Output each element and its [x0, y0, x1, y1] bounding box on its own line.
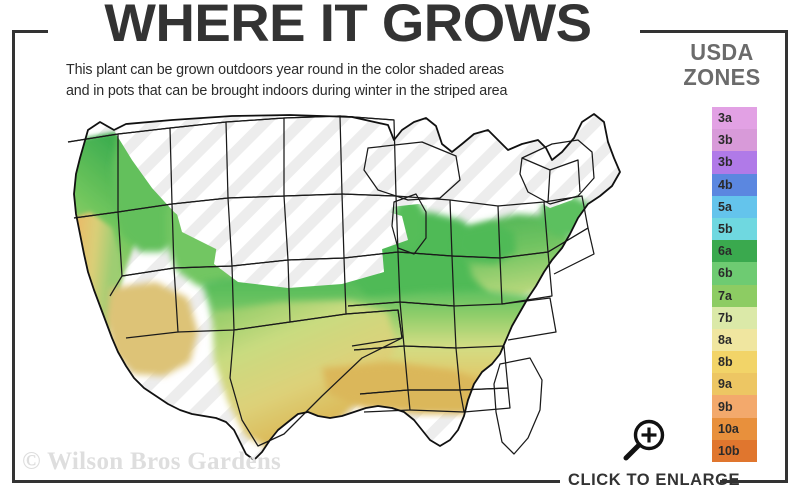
striped-upper-great-lakes — [366, 140, 464, 200]
legend-swatch-label: 8a — [718, 332, 732, 347]
legend-swatch-3b-2: 3b — [712, 151, 757, 174]
legend-swatch-label: 5b — [718, 222, 733, 237]
legend-swatch-label: 9a — [718, 377, 732, 392]
legend-swatch-label: 7b — [718, 310, 733, 325]
frame-top-left-edge — [12, 30, 48, 33]
legend-swatch-4b-3: 4b — [712, 173, 757, 196]
page-title: WHERE IT GROWS — [104, 0, 592, 53]
subtitle-line-1: This plant can be grown outdoors year ro… — [66, 62, 504, 78]
frame-left-edge — [12, 30, 15, 483]
frame-bottom-edge — [12, 480, 788, 483]
legend-swatch-9a-12: 9a — [712, 373, 757, 396]
magnifier-plus-icon[interactable] — [620, 418, 668, 464]
legend-swatch-label: 10a — [718, 421, 739, 436]
legend-swatch-label: 9b — [718, 399, 733, 414]
legend-swatch-10a-14: 10a — [712, 417, 757, 440]
region-desert-southwest — [106, 282, 198, 376]
legend-swatch-3b-1: 3b — [712, 129, 757, 152]
legend-swatch-label: 3a — [718, 111, 732, 126]
frame-top-right-edge — [640, 30, 788, 33]
legend-title: USDA ZONES — [663, 40, 781, 90]
legend-swatch-7a-8: 7a — [712, 284, 757, 307]
legend-swatch-8a-10: 8a — [712, 328, 757, 352]
legend-swatch-6b-7: 6b — [712, 262, 757, 285]
map-striped-overlay — [108, 114, 598, 288]
legend-swatch-5b-5: 5b — [712, 217, 757, 241]
legend-swatch-6a-6: 6a — [712, 240, 757, 263]
subtitle-line-2: and in pots that can be brought indoors … — [66, 83, 508, 99]
click-to-enlarge-label[interactable]: CLICK TO ENLARGE — [568, 470, 741, 489]
legend-swatch-8b-11: 8b — [712, 351, 757, 374]
frame-right-edge — [785, 30, 788, 483]
legend-swatch-label: 3b — [718, 155, 733, 170]
legend-swatch-3a-0: 3a — [712, 107, 757, 130]
region-texas — [212, 300, 396, 452]
usda-zones-legend: USDA ZONES 3a 3b 3b 4b 5a 5b 6a 6b 7a 7b 8a 8b 9a 9b 1… — [660, 40, 784, 462]
legend-swatch-5a-4: 5a — [712, 195, 757, 218]
legend-swatch-label: 6b — [718, 266, 733, 281]
legend-swatch-label: 7a — [718, 288, 732, 303]
copyright-watermark: © Wilson Bros Gardens — [22, 448, 282, 475]
country-outline — [73, 113, 621, 461]
legend-swatch-label: 10b — [718, 443, 740, 458]
legend-swatch-label: 3b — [718, 133, 733, 148]
subtitle: This plant can be grown outdoors year ro… — [66, 60, 646, 102]
usa-map-svg[interactable] — [22, 100, 652, 470]
legend-swatch-9b-13: 9b — [712, 395, 757, 418]
legend-title-line-1: USDA — [690, 39, 754, 65]
legend-swatch-7b-9: 7b — [712, 306, 757, 329]
frame-bottom-gap — [560, 474, 720, 490]
striped-upstate-new-york — [478, 166, 546, 210]
legend-swatch-label: 8b — [718, 355, 733, 370]
legend-title-line-2: ZONES — [683, 64, 761, 90]
hardiness-zone-map[interactable] — [22, 100, 652, 470]
legend-swatch-label: 6a — [718, 244, 732, 259]
region-lake-erie-green — [454, 222, 516, 264]
legend-swatch-10b-15: 10b — [712, 439, 757, 462]
legend-swatch-label: 4b — [718, 177, 733, 192]
legend-swatch-list: 3a 3b 3b 4b 5a 5b 6a 6b 7a 7b 8a 8b 9a 9b 10a 10b — [712, 107, 757, 462]
legend-swatch-label: 5a — [718, 199, 732, 214]
